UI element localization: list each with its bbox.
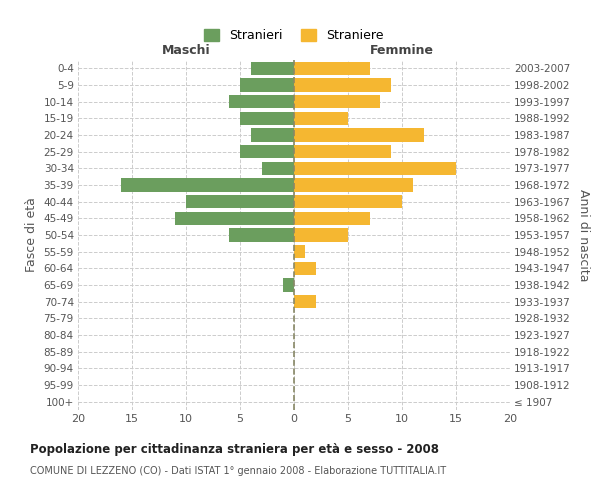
Bar	[186, 195, 294, 208]
Bar	[294, 262, 316, 275]
Bar	[229, 228, 294, 241]
Y-axis label: Anni di nascita: Anni di nascita	[577, 188, 590, 281]
Bar	[294, 112, 348, 125]
Bar	[294, 128, 424, 141]
Bar	[251, 62, 294, 75]
Bar	[294, 228, 348, 241]
Y-axis label: Fasce di età: Fasce di età	[25, 198, 38, 272]
Bar	[240, 78, 294, 92]
Bar	[294, 62, 370, 75]
Bar	[294, 162, 456, 175]
Bar	[251, 128, 294, 141]
Bar	[229, 95, 294, 108]
Text: COMUNE DI LEZZENO (CO) - Dati ISTAT 1° gennaio 2008 - Elaborazione TUTTITALIA.IT: COMUNE DI LEZZENO (CO) - Dati ISTAT 1° g…	[30, 466, 446, 476]
Bar	[240, 112, 294, 125]
Bar	[294, 195, 402, 208]
Bar	[121, 178, 294, 192]
Bar	[294, 95, 380, 108]
Bar	[294, 178, 413, 192]
Bar	[294, 295, 316, 308]
Bar	[294, 245, 305, 258]
Text: Maschi: Maschi	[161, 44, 211, 57]
Bar	[175, 212, 294, 225]
Legend: Stranieri, Straniere: Stranieri, Straniere	[199, 24, 389, 48]
Bar	[262, 162, 294, 175]
Text: Popolazione per cittadinanza straniera per età e sesso - 2008: Popolazione per cittadinanza straniera p…	[30, 442, 439, 456]
Bar	[294, 145, 391, 158]
Bar	[294, 78, 391, 92]
Text: Femmine: Femmine	[370, 44, 434, 57]
Bar	[294, 212, 370, 225]
Bar	[240, 145, 294, 158]
Bar	[283, 278, 294, 291]
